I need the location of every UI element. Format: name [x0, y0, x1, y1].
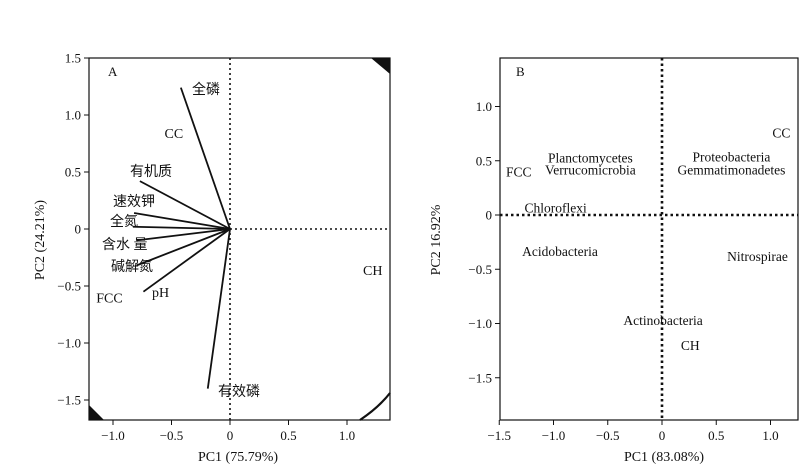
- panel-a-x-ticks: −1.0 −0.5 0 0.5 1.0: [101, 420, 355, 443]
- panel-b-y-axis-label: PC2 16.92%: [429, 204, 444, 275]
- panel-b-x-tick-label: −0.5: [596, 428, 620, 443]
- vector-arrow: [180, 87, 231, 230]
- panel-b-y-tick-label: 0.5: [476, 153, 492, 168]
- panel-a-y-tick-label: 0: [75, 222, 82, 237]
- point-label: Nitrospirae: [727, 249, 788, 264]
- vector-arrow: [136, 228, 231, 267]
- vector-arrow: [142, 228, 231, 293]
- panel-b: −1.5 −1.0 −0.5 0 0.5 1.0 1.00.50−0.5−1.0−1.5 …: [429, 57, 799, 465]
- panel-b-x-ticks: −1.5 −1.0 −0.5 0 0.5 1.0: [487, 420, 779, 443]
- panel-b-x-tick-label: 0.5: [708, 428, 724, 443]
- vector-label: 有机质: [130, 164, 172, 180]
- panel-b-x-tick-label: 0: [659, 428, 666, 443]
- point-label: Verrucomicrobia: [545, 162, 636, 177]
- panel-b-x-tick-label: −1.5: [487, 428, 511, 443]
- panel-b-plot-frame: [499, 57, 799, 421]
- panel-a-y-tick-label: −1.5: [57, 393, 81, 408]
- point-label: Planctomycetes: [548, 150, 633, 165]
- panel-b-y-tick-label: 0: [486, 208, 493, 223]
- vector-label: 碱解氮: [111, 259, 153, 275]
- point-label: Acidobacteria: [522, 244, 598, 259]
- panel-a-x-tick-label: −1.0: [101, 428, 125, 443]
- vector-arrow: [139, 180, 231, 230]
- vector-arrow: [136, 228, 231, 242]
- panel-a-y-tick-label: −1.0: [57, 336, 81, 351]
- panel-a-y-tick-label: 0.5: [65, 165, 81, 180]
- vector-arrow: [133, 212, 231, 230]
- site-label: FCC: [96, 291, 122, 306]
- panel-a-label: A: [108, 64, 118, 79]
- panel-b-y-tick-label: −1.0: [468, 316, 492, 331]
- panel-a-x-tick-label: −0.5: [160, 428, 184, 443]
- vector-arrow: [132, 225, 231, 230]
- panel-a-plot-frame: [88, 57, 391, 421]
- panel-b-y-ticks: 1.0 0.5 0 −0.5 −1.0 −1.5: [468, 99, 500, 385]
- panel-b-y-tick-label: −1.5: [468, 370, 492, 385]
- panel-a-y-tick-label: 1.5: [65, 51, 81, 66]
- vector-arrow: [206, 228, 231, 389]
- site-label: CH: [363, 264, 382, 279]
- panel-b-x-tick-label: 1.0: [762, 428, 778, 443]
- vector-label: 有效磷: [218, 384, 260, 400]
- panel-a-y-tick-label: −0.5: [57, 279, 81, 294]
- point-label: Actinobacteria: [623, 313, 702, 328]
- panel-b-label: B: [516, 64, 525, 79]
- panel-a-x-axis-label: PC1 (75.79%): [198, 450, 278, 465]
- panel-b-x-tick-label: −1.0: [542, 428, 566, 443]
- vector-label: pH: [152, 286, 169, 301]
- panel-a-y-tick-label: 1.0: [65, 108, 81, 123]
- vector-label: 全磷: [192, 81, 220, 98]
- vector-label: 速效钾: [113, 194, 155, 210]
- panel-a: −1.0 −0.5 0 0.5 1.0 1.5 1.0 0.5 0 −0.5 −1.0 −1.5 全…: [33, 51, 391, 465]
- panel-b-x-axis-label: PC1 (83.08%): [624, 450, 704, 465]
- panel-a-x-tick-label: 1.0: [339, 428, 355, 443]
- panel-a-frame-decor: [89, 58, 391, 421]
- point-label: CC: [772, 126, 790, 141]
- point-label: Gemmatimonadetes: [677, 162, 785, 177]
- panel-b-y-tick-label: −0.5: [468, 262, 492, 277]
- panel-b-y-tick-label: 1.0: [476, 99, 492, 114]
- point-label: CH: [681, 338, 700, 353]
- point-label: Proteobacteria: [692, 149, 770, 164]
- panel-a-x-tick-label: 0: [227, 428, 234, 443]
- vector-label: 全氮: [110, 213, 138, 230]
- vector-label: 含水 量: [102, 237, 148, 253]
- site-label: CC: [164, 127, 183, 142]
- panel-a-y-axis-label: PC2 (24.21%): [33, 200, 48, 280]
- panel-a-sites: CC FCC CH: [96, 127, 382, 306]
- point-label: Chloroflexi: [525, 200, 587, 215]
- panel-a-x-tick-label: 0.5: [280, 428, 296, 443]
- point-label: FCC: [506, 165, 532, 180]
- panel-a-y-ticks: 1.5 1.0 0.5 0 −0.5 −1.0 −1.5: [57, 51, 89, 408]
